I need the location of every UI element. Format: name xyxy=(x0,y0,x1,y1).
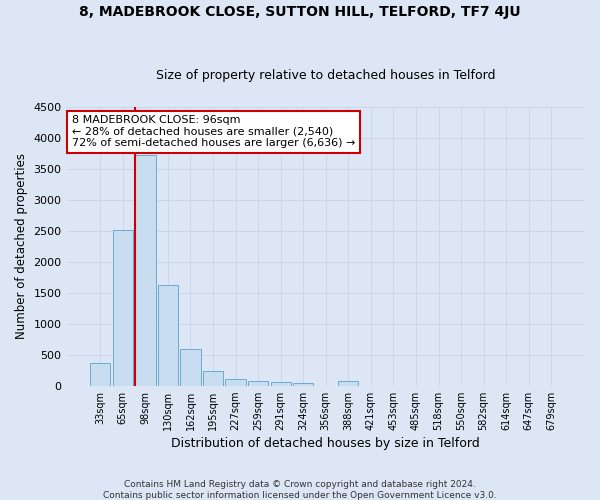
Bar xyxy=(293,383,313,386)
X-axis label: Distribution of detached houses by size in Telford: Distribution of detached houses by size … xyxy=(172,437,480,450)
Bar xyxy=(226,379,246,386)
Text: Contains HM Land Registry data © Crown copyright and database right 2024.
Contai: Contains HM Land Registry data © Crown c… xyxy=(103,480,497,500)
Y-axis label: Number of detached properties: Number of detached properties xyxy=(15,153,28,339)
Bar xyxy=(338,382,358,386)
Bar xyxy=(135,155,155,386)
Title: Size of property relative to detached houses in Telford: Size of property relative to detached ho… xyxy=(156,69,496,82)
Text: 8 MADEBROOK CLOSE: 96sqm
← 28% of detached houses are smaller (2,540)
72% of sem: 8 MADEBROOK CLOSE: 96sqm ← 28% of detach… xyxy=(72,115,355,148)
Bar xyxy=(158,286,178,386)
Bar xyxy=(181,348,200,386)
Bar xyxy=(203,372,223,386)
Bar xyxy=(90,363,110,386)
Text: 8, MADEBROOK CLOSE, SUTTON HILL, TELFORD, TF7 4JU: 8, MADEBROOK CLOSE, SUTTON HILL, TELFORD… xyxy=(79,5,521,19)
Bar xyxy=(113,230,133,386)
Bar xyxy=(271,382,291,386)
Bar xyxy=(248,382,268,386)
